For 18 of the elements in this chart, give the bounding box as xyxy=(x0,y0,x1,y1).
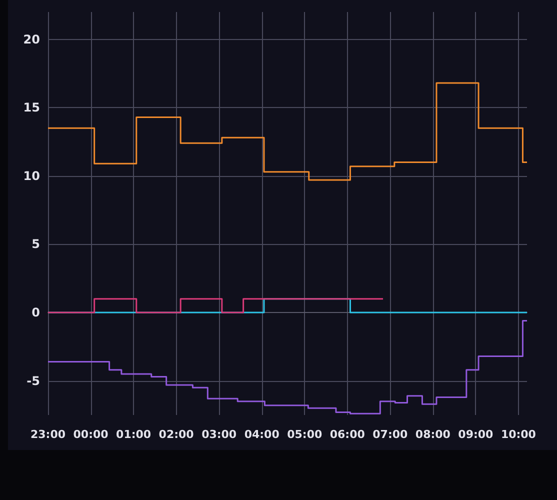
x-tick-label: 08:00 xyxy=(415,428,451,441)
x-tick-label: 02:00 xyxy=(158,428,194,441)
y-tick-label: 20 xyxy=(23,32,40,46)
x-tick-label: 23:00 xyxy=(30,428,66,441)
x-tick-label: 09:00 xyxy=(458,428,494,441)
y-tick-label: 10 xyxy=(23,168,40,183)
x-tick-label: 01:00 xyxy=(116,428,152,441)
x-tick-label: 04:00 xyxy=(244,428,280,441)
y-tick-label: 5 xyxy=(32,237,40,252)
x-tick-label: 00:00 xyxy=(73,428,109,441)
x-tick-label: 05:00 xyxy=(287,428,322,441)
y-tick-label: 15 xyxy=(23,100,40,115)
x-tick-label: 06:00 xyxy=(330,428,366,441)
x-tick-label: 03:00 xyxy=(202,428,237,441)
x-tick-label: 07:00 xyxy=(372,428,408,441)
x-tick-label: 10:00 xyxy=(500,428,536,441)
y-tick-label: -5 xyxy=(26,374,40,388)
y-tick-label: 0 xyxy=(32,306,40,320)
